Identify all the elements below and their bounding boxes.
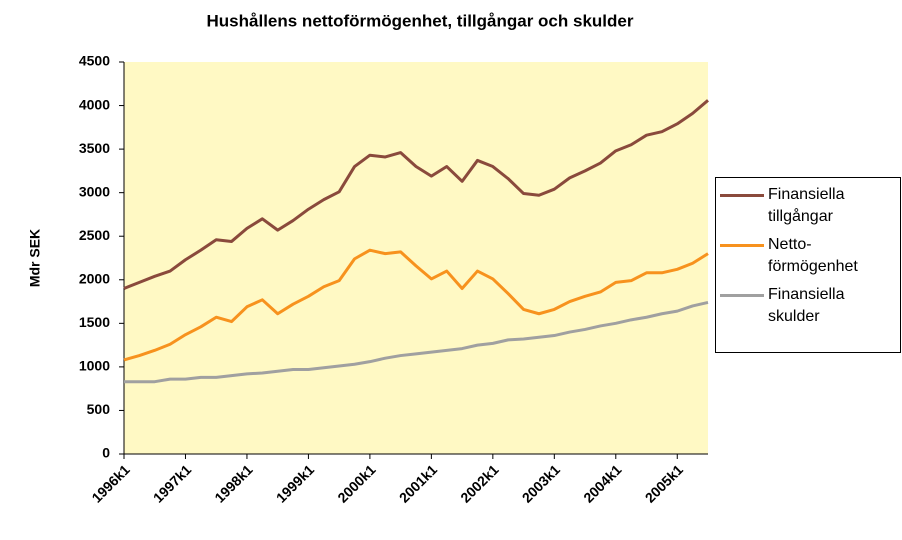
x-tick-label: 2002k1 xyxy=(457,461,501,505)
legend-swatch xyxy=(720,294,764,297)
legend-swatch xyxy=(720,244,764,247)
x-tick-label: 2001k1 xyxy=(396,461,440,505)
y-tick-label: 0 xyxy=(102,445,110,461)
legend-label: Finansiella tillgångar xyxy=(768,186,845,225)
y-axis-label: Mdr SEK xyxy=(27,229,43,287)
x-tick-label: 2004k1 xyxy=(580,461,624,505)
x-tick-label: 2005k1 xyxy=(642,461,686,505)
plot-area xyxy=(124,62,708,454)
y-tick-label: 1500 xyxy=(79,314,110,330)
y-tick-label: 4500 xyxy=(79,53,110,69)
x-tick-label: 1999k1 xyxy=(273,461,317,505)
chart-title: Hushållens nettoförmögenhet, tillgångar … xyxy=(207,11,634,30)
y-tick-label: 3000 xyxy=(79,183,110,199)
y-tick-label: 500 xyxy=(87,401,111,417)
legend-label: Netto-förmögenhet xyxy=(768,236,858,275)
legend-item: Finansiella skulder xyxy=(720,284,896,328)
series-line xyxy=(123,99,709,290)
legend-item: Finansiella tillgångar xyxy=(720,184,896,228)
x-tick-label: 2003k1 xyxy=(519,461,563,505)
legend-label: Finansiella skulder xyxy=(768,286,845,325)
y-tick-label: 3500 xyxy=(79,140,110,156)
legend: Finansiella tillgångar Netto-förmögenhet F… xyxy=(715,177,901,353)
legend-swatch xyxy=(720,194,764,197)
x-tick-label: 1998k1 xyxy=(211,461,255,505)
x-tick-label: 2000k1 xyxy=(334,461,378,505)
series-line xyxy=(123,248,709,362)
legend-item: Netto-förmögenhet xyxy=(720,234,896,278)
y-tick-label: 1000 xyxy=(79,358,110,374)
x-tick-label: 1997k1 xyxy=(150,461,194,505)
y-tick-label: 4000 xyxy=(79,96,110,112)
y-tick-label: 2000 xyxy=(79,270,110,286)
series-line xyxy=(124,300,709,384)
x-tick-label: 1996k1 xyxy=(88,461,132,505)
y-tick-label: 2500 xyxy=(79,227,110,243)
